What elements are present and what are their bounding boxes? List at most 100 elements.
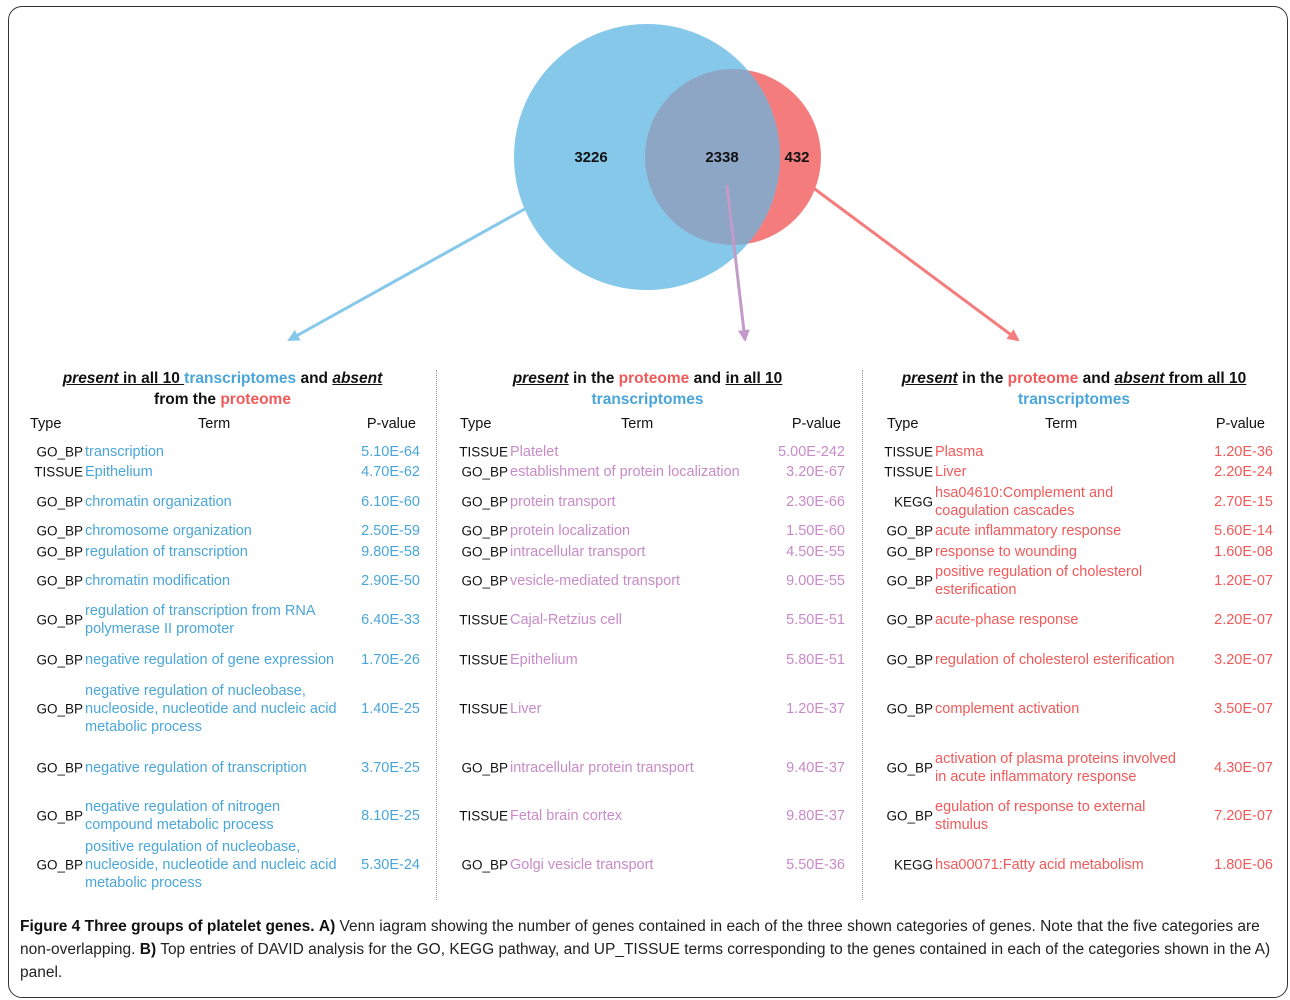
row-pvalue: 3.50E-07: [1214, 701, 1273, 717]
row-term: chromosome organization: [85, 523, 252, 539]
overlap-region: [645, 69, 780, 245]
panel-separator: [436, 370, 437, 900]
row-pvalue: 1.60E-08: [1214, 544, 1273, 560]
row-pvalue: 1.80E-06: [1214, 857, 1273, 873]
row-term: hsa00071:Fatty acid metabolism: [935, 857, 1144, 873]
panel-heading: present in all 10 transcriptomes and abs…: [15, 368, 430, 412]
arrow-left: [287, 183, 569, 342]
row-pvalue: 9.40E-37: [786, 760, 845, 776]
row-type: GO_BP: [36, 760, 83, 776]
row-type: GO_BP: [886, 573, 933, 589]
row-pvalue: 7.20E-07: [1214, 808, 1273, 824]
row-term: negative regulation of transcription: [85, 760, 307, 776]
row-pvalue: 1.20E-37: [786, 701, 845, 717]
row-type: GO_BP: [461, 857, 508, 873]
row-type: GO_BP: [886, 544, 933, 560]
row-type: GO_BP: [36, 857, 83, 873]
heading-word: in all 10: [725, 370, 783, 387]
row-type: KEGG: [893, 494, 933, 510]
row-term: vesicle-mediated transport: [510, 573, 681, 589]
figure-frame: [8, 6, 1288, 998]
row-pvalue: 5.50E-51: [786, 612, 845, 628]
row-term: Epithelium: [510, 652, 578, 668]
row-pvalue: 3.20E-07: [1214, 652, 1273, 668]
heading-word: absent: [332, 370, 383, 387]
row-pvalue: 6.10E-60: [361, 494, 420, 510]
row-term: Epithelium: [85, 464, 153, 480]
heading-word: present: [901, 370, 958, 387]
row-pvalue: 5.60E-14: [1214, 523, 1273, 539]
row-pvalue: 3.70E-25: [361, 760, 420, 776]
row-pvalue: 2.20E-07: [1214, 612, 1273, 628]
row-type: GO_BP: [886, 701, 933, 717]
row-type: GO_BP: [461, 464, 508, 480]
row-pvalue: 5.00E-242: [778, 444, 845, 460]
row-term: acute inflammatory response: [935, 523, 1122, 539]
heading-word: in the: [568, 370, 619, 387]
row-type: TISSUE: [884, 464, 933, 480]
arrow-center: [725, 184, 750, 342]
row-type: TISSUE: [459, 701, 508, 717]
heading-word: from all 10: [1164, 370, 1247, 387]
row-term: Liver: [510, 701, 542, 717]
row-pvalue: 1.20E-07: [1214, 573, 1273, 589]
row-term: positive regulation of cholesterol ester…: [935, 564, 1143, 598]
row-type: GO_BP: [36, 544, 83, 560]
row-type: GO_BP: [36, 808, 83, 824]
heading-word: in all 10: [118, 370, 185, 387]
heading-word: present: [62, 370, 119, 387]
panel-shared: present in the proteome and in all 10 tr…: [440, 368, 855, 873]
row-term: chromatin modification: [85, 573, 231, 589]
row-type: TISSUE: [459, 444, 508, 460]
row-pvalue: 2.50E-59: [361, 523, 420, 539]
row-pvalue: 5.80E-51: [786, 652, 845, 668]
row-pvalue: 8.10E-25: [361, 808, 420, 824]
row-pvalue: 4.30E-07: [1214, 760, 1273, 776]
row-pvalue: 2.90E-50: [361, 573, 420, 589]
panel-heading: present in the proteome and absent from …: [865, 368, 1283, 412]
heading-word: transcriptomes: [591, 391, 704, 408]
heading-word: transcriptomes: [184, 370, 297, 387]
row-term: complement activation: [935, 701, 1080, 717]
caption-a-label: A): [318, 918, 336, 935]
row-term: regulation of cholesterol esterification: [935, 652, 1175, 668]
row-type: TISSUE: [34, 464, 83, 480]
row-pvalue: 9.00E-55: [786, 573, 845, 589]
row-term: negative regulation of nitrogen compound…: [85, 799, 281, 833]
caption-b-text: Top entries of DAVID analysis for the GO…: [20, 941, 1271, 981]
heading-word: in the: [957, 370, 1008, 387]
row-term: negative regulation of gene expression: [85, 652, 335, 668]
column-header-term: Term: [621, 416, 654, 432]
heading-word: and: [689, 370, 726, 387]
arrow-right: [807, 182, 1020, 342]
row-type: TISSUE: [459, 808, 508, 824]
row-type: GO_BP: [461, 523, 508, 539]
row-pvalue: 9.80E-37: [786, 808, 845, 824]
row-type: GO_BP: [36, 701, 83, 717]
row-pvalue: 5.30E-24: [361, 857, 420, 873]
row-pvalue: 1.40E-25: [361, 701, 420, 717]
column-header-type: Type: [460, 416, 492, 432]
heading-word: proteome: [1007, 370, 1079, 387]
row-term: chromatin organization: [85, 494, 232, 510]
row-pvalue: 4.70E-62: [361, 464, 420, 480]
row-term: transcription: [85, 444, 164, 460]
row-term: Golgi vesicle transport: [510, 857, 654, 873]
row-type: GO_BP: [461, 760, 508, 776]
row-term: establishment of protein localization: [510, 464, 740, 480]
row-type: GO_BP: [36, 444, 83, 460]
venn-left-count: 3226: [574, 149, 607, 166]
caption-label: Figure 4 Three groups of platelet genes.: [20, 918, 315, 935]
venn-center-count: 2338: [705, 149, 738, 166]
row-term: negative regulation of nucleobase, nucle…: [85, 683, 337, 735]
row-pvalue: 2.20E-24: [1214, 464, 1273, 480]
row-term: acute-phase response: [935, 612, 1079, 628]
heading-word: proteome: [618, 370, 690, 387]
row-term: Liver: [935, 464, 967, 480]
venn-right-count: 432: [784, 149, 809, 166]
row-term: response to wounding: [935, 544, 1077, 560]
row-pvalue: 5.10E-64: [361, 444, 420, 460]
row-pvalue: 1.50E-60: [786, 523, 845, 539]
row-pvalue: 9.80E-58: [361, 544, 420, 560]
caption-b-label: B): [139, 941, 157, 958]
